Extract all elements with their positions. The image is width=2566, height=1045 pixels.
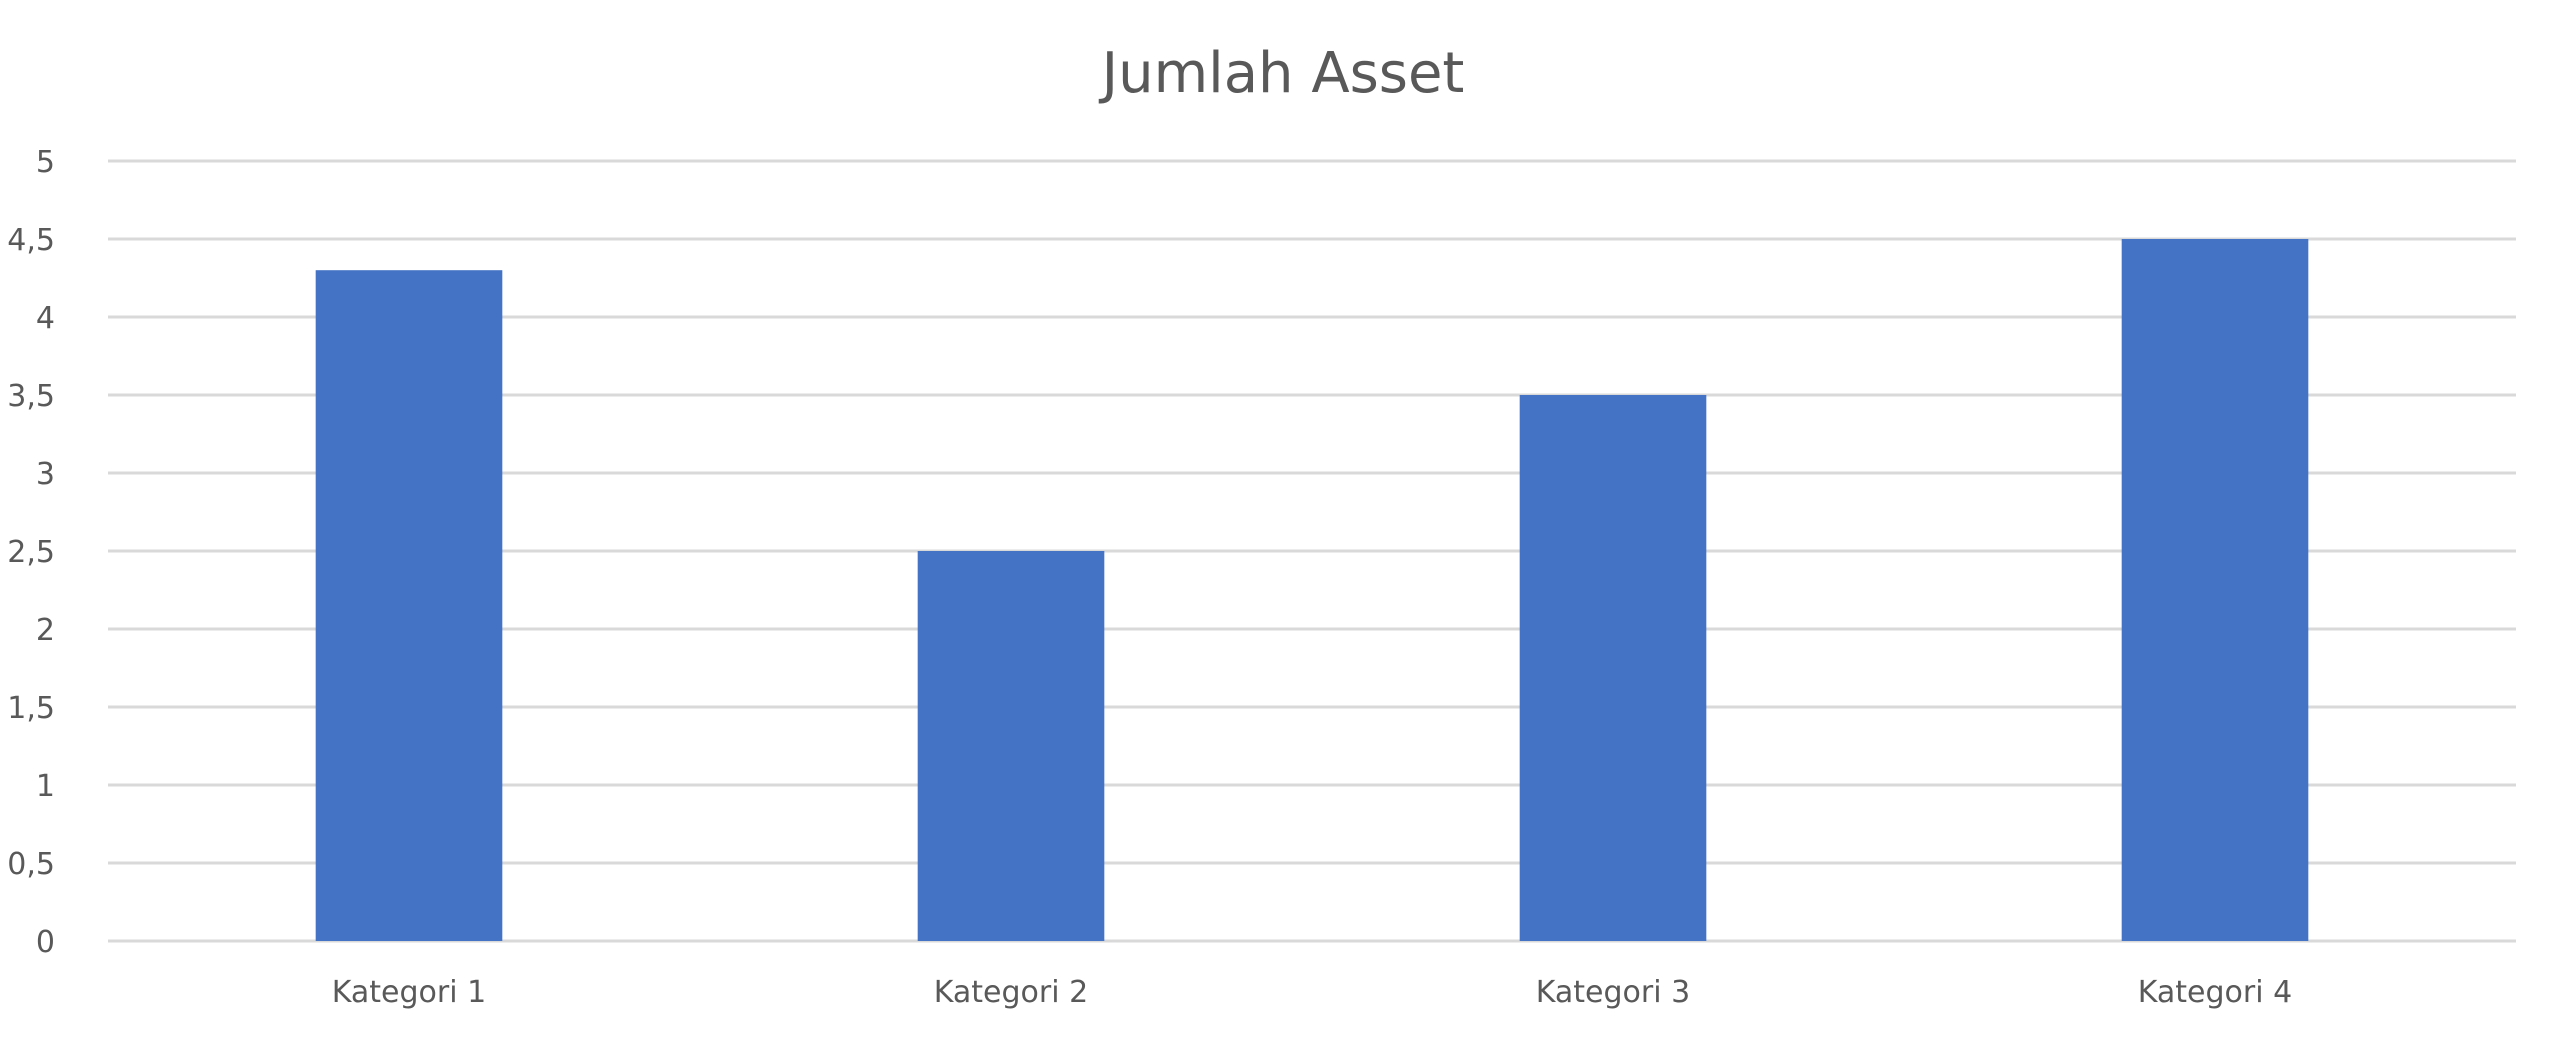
x-category-label: Kategori 4 [2138,975,2292,1010]
x-category-label: Kategori 3 [1536,975,1690,1010]
y-tick-label: 1,5 [7,691,55,726]
bar-4 [2121,239,2309,941]
y-tick-label: 4,5 [7,223,55,258]
bar-2 [917,551,1105,941]
y-tick-label: 0 [36,925,55,960]
x-axis-categories: Kategori 1 Kategori 2 Kategori 3 Kategori 4 [332,975,2292,1010]
y-tick-label: 4 [36,301,55,336]
x-category-label: Kategori 1 [332,975,486,1010]
y-tick-label: 0,5 [7,847,55,882]
y-tick-label: 2,5 [7,535,55,570]
bar-3 [1519,395,1707,941]
y-tick-label: 3,5 [7,379,55,414]
chart-title: Jumlah Asset [1099,41,1465,106]
y-tick-label: 1 [36,769,55,804]
y-tick-label: 2 [36,613,55,648]
gridlines [108,159,2516,943]
bar-1 [315,270,503,941]
bars [315,239,2309,941]
y-tick-label: 5 [36,145,55,180]
x-category-label: Kategori 2 [934,975,1088,1010]
y-axis-ticks: 0 0,5 1 1,5 2 2,5 3 3,5 4 4,5 5 [7,145,55,960]
y-tick-label: 3 [36,457,55,492]
